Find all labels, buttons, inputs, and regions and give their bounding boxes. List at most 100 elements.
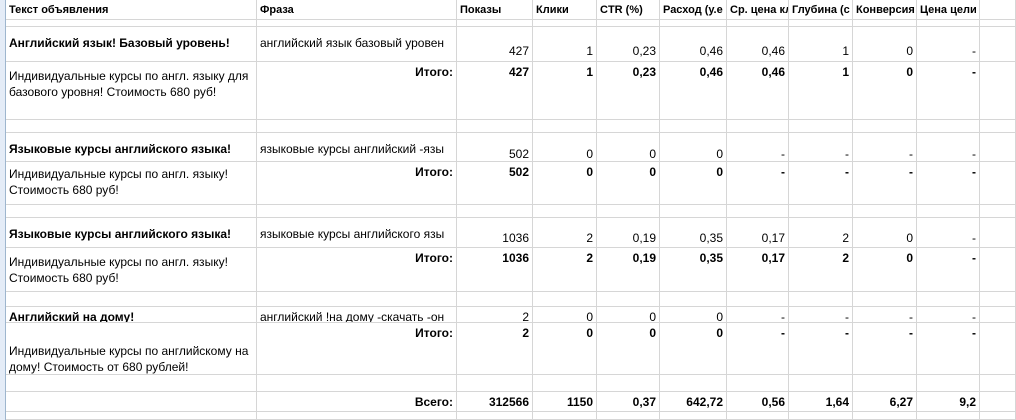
stat-value[interactable]: - (789, 307, 853, 323)
total-value[interactable]: 0 (660, 323, 727, 375)
total-value[interactable]: 0 (533, 162, 597, 205)
stat-value[interactable]: 0 (533, 307, 597, 323)
total-value[interactable]: 0 (533, 323, 597, 375)
total-value[interactable]: - (917, 323, 980, 375)
total-value[interactable]: 0 (597, 162, 660, 205)
stat-value[interactable]: 0,23 (597, 27, 660, 62)
grand-total-value[interactable]: 1,64 (789, 392, 853, 412)
ad-title[interactable]: Английский на дому! (6, 307, 257, 323)
grand-total-label[interactable]: Всего: (257, 392, 457, 412)
total-value[interactable]: 0 (660, 162, 727, 205)
column-header[interactable]: Клики (533, 0, 597, 20)
total-value[interactable]: 1 (533, 62, 597, 120)
stat-value[interactable]: 0 (533, 133, 597, 162)
total-value[interactable]: 0,46 (660, 62, 727, 120)
grand-total-value[interactable]: 312566 (457, 392, 533, 412)
total-label[interactable]: Итого: (257, 162, 457, 205)
grand-total-value[interactable]: 0,37 (597, 392, 660, 412)
stat-value[interactable]: 1036 (457, 218, 533, 248)
column-header[interactable]: Расход (у.е (660, 0, 727, 20)
grand-total-value[interactable]: 1150 (533, 392, 597, 412)
stat-value[interactable]: 2 (789, 218, 853, 248)
total-value[interactable]: 502 (457, 162, 533, 205)
total-value[interactable]: 1 (789, 62, 853, 120)
column-header[interactable]: Глубина (с (789, 0, 853, 20)
stat-value[interactable]: - (917, 27, 980, 62)
total-value[interactable]: 2 (789, 248, 853, 292)
column-header[interactable]: Фраза (257, 0, 457, 20)
stat-value[interactable]: 0 (597, 307, 660, 323)
total-value[interactable]: 2 (533, 248, 597, 292)
stat-value[interactable]: 1 (533, 27, 597, 62)
stat-value[interactable]: - (917, 133, 980, 162)
total-value[interactable]: 0,35 (660, 248, 727, 292)
stat-value[interactable]: - (727, 133, 789, 162)
stat-value[interactable]: - (917, 307, 980, 323)
cell (533, 292, 597, 307)
stat-value[interactable]: 2 (457, 307, 533, 323)
stat-value[interactable]: 2 (533, 218, 597, 248)
phrase[interactable]: языковые курсы английского язы (257, 218, 457, 248)
column-header[interactable]: Показы (457, 0, 533, 20)
column-header[interactable]: Конверсия (853, 0, 917, 20)
total-value[interactable]: 1036 (457, 248, 533, 292)
total-value[interactable]: 0,17 (727, 248, 789, 292)
stat-value[interactable]: 0,17 (727, 218, 789, 248)
ad-title[interactable]: Английский язык! Базовый уровень! (6, 27, 257, 62)
total-value[interactable]: - (917, 248, 980, 292)
total-label[interactable]: Итого: (257, 323, 457, 375)
stat-value[interactable]: - (789, 133, 853, 162)
total-value[interactable]: - (789, 162, 853, 205)
stat-value[interactable]: 1 (789, 27, 853, 62)
phrase[interactable]: английский !на дому -скачать -он (257, 307, 457, 323)
stat-value[interactable]: 0,19 (597, 218, 660, 248)
total-value[interactable]: 0,46 (727, 62, 789, 120)
total-value[interactable]: - (727, 162, 789, 205)
column-header[interactable]: CTR (%) (597, 0, 660, 20)
column-header[interactable]: Цена цели (у.е.) (917, 0, 980, 20)
grand-total-value[interactable]: 6,27 (853, 392, 917, 412)
ad-title[interactable]: Языковые курсы английского языка! (6, 218, 257, 248)
stat-value[interactable]: 0 (853, 27, 917, 62)
grand-total-value[interactable]: 0,56 (727, 392, 789, 412)
total-value[interactable]: 0 (597, 323, 660, 375)
total-value[interactable]: 0,23 (597, 62, 660, 120)
total-value[interactable]: - (727, 323, 789, 375)
total-value[interactable]: - (789, 323, 853, 375)
ad-title[interactable]: Языковые курсы английского языка! (6, 133, 257, 162)
stat-value[interactable]: - (727, 307, 789, 323)
stat-value[interactable]: 0,35 (660, 218, 727, 248)
ad-text[interactable]: Индивидуальные курсы по англ. языку! Сто… (6, 162, 257, 205)
total-value[interactable]: - (853, 323, 917, 375)
stat-value[interactable]: 0,46 (660, 27, 727, 62)
total-label[interactable]: Итого: (257, 62, 457, 120)
total-value[interactable]: 0 (853, 62, 917, 120)
total-value[interactable]: - (917, 162, 980, 205)
total-value[interactable]: - (917, 62, 980, 120)
stat-value[interactable]: 427 (457, 27, 533, 62)
total-value[interactable]: 0 (853, 248, 917, 292)
grand-total-value[interactable]: 642,72 (660, 392, 727, 412)
ad-text[interactable]: Индивидуальные курсы по англ. языку! Сто… (6, 248, 257, 292)
total-value[interactable]: 0,19 (597, 248, 660, 292)
stat-value[interactable]: - (853, 307, 917, 323)
total-value[interactable]: 2 (457, 323, 533, 375)
stat-value[interactable]: 0 (660, 307, 727, 323)
column-header[interactable]: Текст объявления (6, 0, 257, 20)
grand-total-value[interactable]: 9,2 (917, 392, 980, 412)
stat-value[interactable]: 0 (597, 133, 660, 162)
ad-text[interactable]: Индивидуальные курсы по английскому на д… (6, 323, 257, 375)
phrase[interactable]: английский язык базовый уровен (257, 27, 457, 62)
total-label[interactable]: Итого: (257, 248, 457, 292)
stat-value[interactable]: 0,46 (727, 27, 789, 62)
column-header[interactable]: Ср. цена кл (727, 0, 789, 20)
stat-value[interactable]: 0 (853, 218, 917, 248)
total-value[interactable]: 427 (457, 62, 533, 120)
ad-text[interactable]: Индивидуальные курсы по англ. языку для … (6, 62, 257, 120)
stat-value[interactable]: 0 (660, 133, 727, 162)
total-value[interactable]: - (853, 162, 917, 205)
stat-value[interactable]: - (853, 133, 917, 162)
stat-value[interactable]: - (917, 218, 980, 248)
stat-value[interactable]: 502 (457, 133, 533, 162)
phrase[interactable]: языковые курсы английский -язы (257, 133, 457, 162)
